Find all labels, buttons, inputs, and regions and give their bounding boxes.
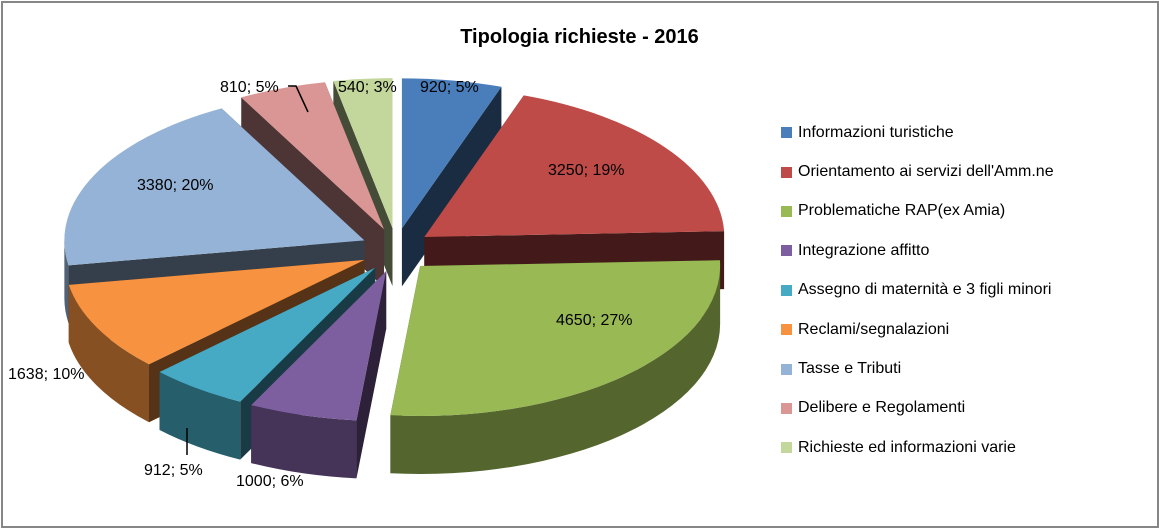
- legend-swatch: [781, 127, 792, 139]
- legend-swatch: [781, 442, 792, 454]
- pie-slice-4: [159, 267, 376, 402]
- data-label-integrazione-affitto: 1000; 6%: [236, 473, 304, 490]
- legend-item-reclami: Reclami/segnalazioni: [781, 310, 1054, 349]
- legend-item-integrazione-affitto: Integrazione affitto: [781, 231, 1054, 270]
- pie-slice-0: [401, 78, 502, 229]
- data-label-problematiche-rap: 4650; 27%: [556, 312, 633, 329]
- legend-swatch: [781, 166, 792, 178]
- legend-swatch: [781, 324, 792, 336]
- data-label-delibere: 810; 5%: [220, 79, 279, 96]
- legend-item-delibere: Delibere e Regolamenti: [781, 389, 1054, 428]
- data-label-informazioni-turistiche: 920; 5%: [420, 79, 479, 96]
- legend-swatch: [781, 363, 792, 375]
- pie-slice-2: [390, 260, 721, 417]
- legend-item-tasse-tributi: Tasse e Tributi: [781, 349, 1054, 388]
- data-label-tasse-tributi: 3380; 20%: [137, 177, 214, 194]
- pie-slice-5: [68, 259, 365, 365]
- data-label-richieste-varie: 540; 3%: [338, 79, 397, 96]
- data-label-assegno-maternita: 912; 5%: [144, 462, 203, 479]
- legend-swatch: [781, 284, 792, 296]
- data-label-reclami: 1638; 10%: [8, 366, 85, 383]
- pie-slice-8: [333, 78, 393, 229]
- legend-swatch: [781, 402, 792, 414]
- legend-item-richieste-varie: Richieste ed informazioni varie: [781, 428, 1054, 467]
- legend-swatch: [781, 245, 792, 257]
- legend-item-orientamento: Orientamento ai servizi dell'Amm.ne: [781, 152, 1054, 191]
- legend-item-problematiche-rap: Problematiche RAP(ex Amia): [781, 192, 1054, 231]
- pie-slice-3: [251, 271, 387, 421]
- legend-item-assegno-maternita: Assegno di maternità e 3 figli minori: [781, 271, 1054, 310]
- chart-title: Tipologia richieste - 2016: [460, 26, 699, 48]
- legend-swatch: [781, 205, 792, 217]
- chart-legend: Informazioni turistiche Orientamento ai …: [781, 113, 1054, 468]
- data-label-orientamento: 3250; 19%: [548, 162, 625, 179]
- pie-slice-1: [424, 95, 725, 237]
- legend-item-informazioni-turistiche: Informazioni turistiche: [781, 113, 1054, 152]
- pie-slice-7: [241, 82, 385, 230]
- pie-slice-6: [64, 108, 365, 266]
